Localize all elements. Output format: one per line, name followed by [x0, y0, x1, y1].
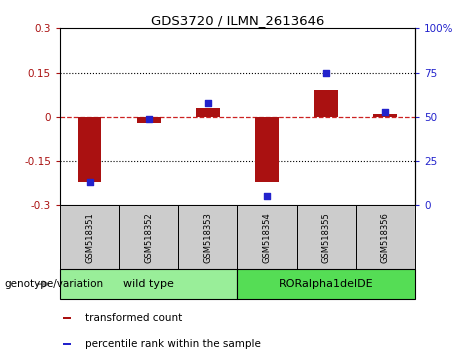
Bar	[77, 117, 101, 182]
Point	[204, 100, 212, 105]
Bar	[137, 117, 160, 123]
Point	[145, 116, 152, 121]
Text: GSM518354: GSM518354	[262, 212, 272, 263]
Bar	[60, 269, 237, 299]
Bar	[64, 316, 71, 319]
Bar	[60, 205, 119, 269]
Point	[263, 194, 271, 199]
Text: RORalpha1delDE: RORalpha1delDE	[279, 279, 373, 289]
Text: genotype/variation: genotype/variation	[5, 279, 104, 289]
Bar	[196, 108, 219, 117]
Text: GSM518353: GSM518353	[203, 212, 213, 263]
Bar	[255, 117, 279, 182]
Text: GSM518356: GSM518356	[381, 212, 390, 263]
Text: transformed count: transformed count	[85, 313, 182, 323]
Text: GSM518355: GSM518355	[322, 212, 331, 263]
Title: GDS3720 / ILMN_2613646: GDS3720 / ILMN_2613646	[151, 14, 324, 27]
Bar	[178, 205, 237, 269]
Bar	[296, 205, 356, 269]
Point	[86, 179, 93, 185]
Bar	[314, 90, 338, 117]
Text: GSM518352: GSM518352	[144, 212, 153, 263]
Text: GSM518351: GSM518351	[85, 212, 94, 263]
Bar	[237, 269, 415, 299]
Bar	[356, 205, 415, 269]
Bar	[64, 343, 71, 346]
Text: wild type: wild type	[123, 279, 174, 289]
Bar	[237, 205, 296, 269]
Text: percentile rank within the sample: percentile rank within the sample	[85, 339, 260, 349]
Point	[382, 109, 389, 114]
Point	[322, 70, 330, 75]
Bar	[119, 205, 178, 269]
Bar	[373, 114, 397, 117]
